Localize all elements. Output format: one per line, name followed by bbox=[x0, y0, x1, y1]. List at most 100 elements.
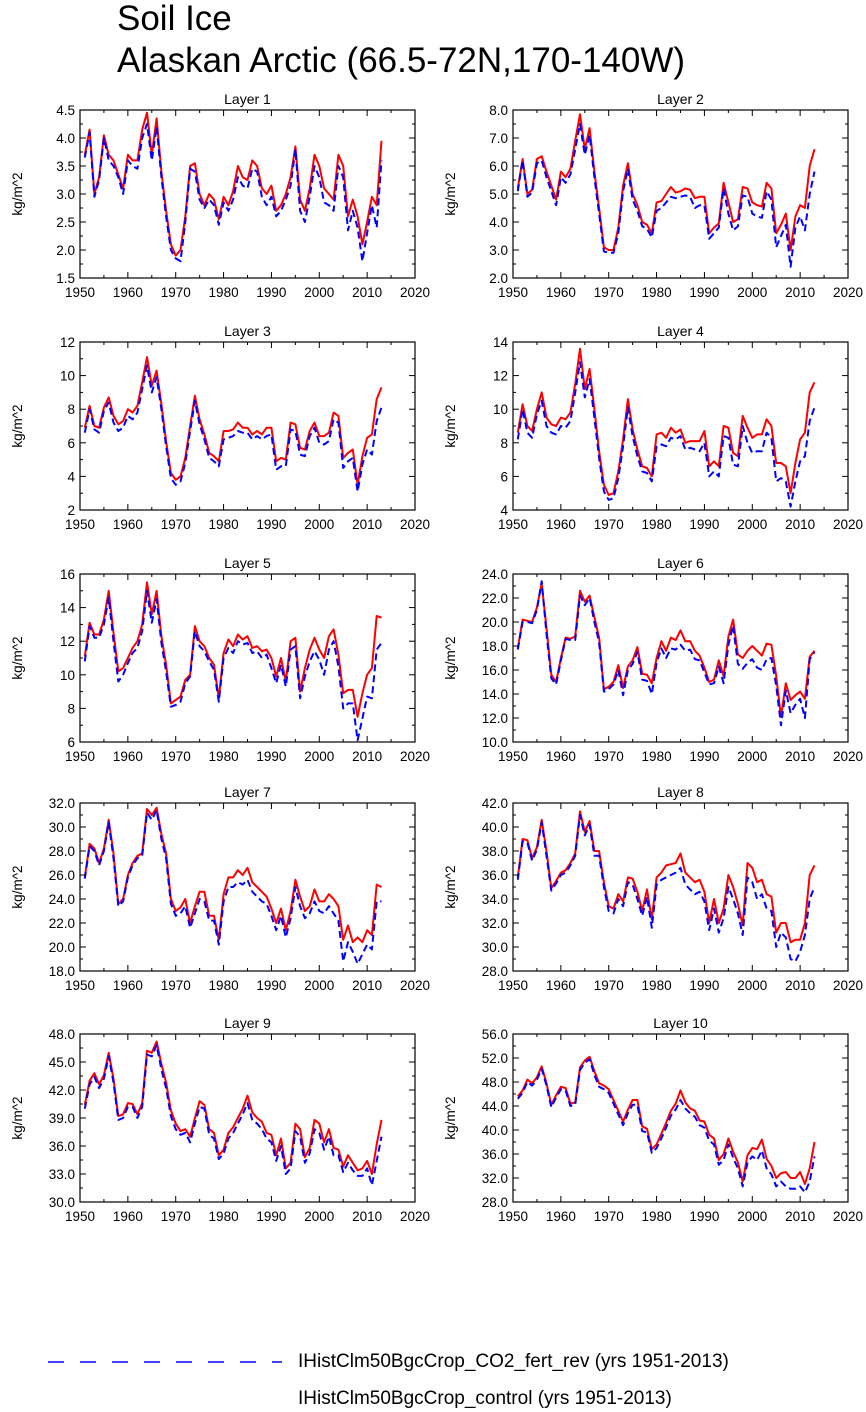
x-tick-label: 1960 bbox=[546, 749, 576, 764]
panel-layer-9: 1950 1960 1970 1980 1990 2000 2010 2020 30.0 33.0… bbox=[10, 1015, 430, 1224]
x-tick-label: 2020 bbox=[400, 749, 430, 764]
legend-label-control: IHistClm50BgcCrop_control (yrs 1951-2013… bbox=[298, 1388, 672, 1409]
y-axis-label: kg/m^2 bbox=[443, 172, 458, 215]
y-tick-label: 8 bbox=[67, 402, 75, 417]
x-tick-label: 1970 bbox=[594, 749, 624, 764]
plot-frame bbox=[512, 341, 849, 511]
panel-title: Layer 9 bbox=[224, 1015, 271, 1031]
x-tick-label: 2000 bbox=[304, 1209, 334, 1224]
x-tick-label: 2000 bbox=[304, 749, 334, 764]
series-line-fert bbox=[83, 364, 383, 493]
y-tick-label: 2.0 bbox=[56, 243, 75, 258]
x-tick-label: 2010 bbox=[352, 749, 382, 764]
y-tick-label: 4 bbox=[500, 503, 508, 518]
x-tick-label: 1960 bbox=[546, 285, 576, 300]
x-tick-label: 2020 bbox=[833, 517, 863, 532]
x-tick-label: 1960 bbox=[113, 749, 143, 764]
x-tick-label: 1980 bbox=[642, 1209, 672, 1224]
y-tick-label: 3.0 bbox=[56, 187, 75, 202]
x-tick-label: 1950 bbox=[498, 749, 528, 764]
x-tick-label: 1990 bbox=[256, 1209, 286, 1224]
y-tick-label: 6 bbox=[67, 735, 75, 750]
panel-layer-7: 1950 1960 1970 1980 1990 2000 2010 2020 18.0 20.0… bbox=[10, 784, 430, 993]
y-tick-label: 24.0 bbox=[482, 567, 508, 582]
y-tick-label: 2.0 bbox=[489, 271, 508, 286]
y-tick-label: 48.0 bbox=[49, 1027, 75, 1042]
x-tick-label: 1970 bbox=[161, 285, 191, 300]
x-tick-label: 1950 bbox=[498, 978, 528, 993]
y-tick-label: 28.0 bbox=[482, 964, 508, 979]
plot-frame bbox=[79, 1033, 416, 1203]
y-tick-label: 32.0 bbox=[49, 796, 75, 811]
y-tick-label: 2 bbox=[67, 503, 75, 518]
x-tick-label: 2010 bbox=[785, 517, 815, 532]
x-tick-label: 2000 bbox=[737, 978, 767, 993]
x-tick-label: 2000 bbox=[737, 285, 767, 300]
x-tick-label: 1950 bbox=[65, 285, 95, 300]
x-tick-label: 1990 bbox=[256, 517, 286, 532]
series-line-control bbox=[83, 806, 382, 944]
y-tick-label: 14 bbox=[60, 601, 76, 616]
y-tick-label: 4.5 bbox=[56, 103, 75, 118]
x-tick-label: 1990 bbox=[689, 978, 719, 993]
y-tick-label: 6 bbox=[67, 436, 75, 451]
x-tick-label: 1990 bbox=[689, 1209, 719, 1224]
y-tick-label: 22.0 bbox=[482, 591, 508, 606]
y-tick-label: 10.0 bbox=[482, 735, 508, 750]
y-tick-label: 28.0 bbox=[482, 1195, 508, 1210]
legend-label-fert: IHistClm50BgcCrop_CO2_fert_rev (yrs 1951… bbox=[298, 1351, 729, 1372]
x-tick-label: 1980 bbox=[642, 749, 672, 764]
y-tick-label: 34.0 bbox=[482, 892, 508, 907]
x-tick-label: 1950 bbox=[498, 285, 528, 300]
x-tick-label: 2010 bbox=[785, 1209, 815, 1224]
x-tick-label: 1980 bbox=[642, 285, 672, 300]
x-tick-label: 1960 bbox=[546, 1209, 576, 1224]
y-tick-label: 48.0 bbox=[482, 1075, 508, 1090]
x-tick-label: 1950 bbox=[65, 1209, 95, 1224]
x-tick-label: 1990 bbox=[256, 285, 286, 300]
x-tick-label: 1970 bbox=[161, 749, 191, 764]
y-tick-label: 30.0 bbox=[482, 940, 508, 955]
y-tick-label: 12 bbox=[60, 634, 75, 649]
y-tick-label: 14.0 bbox=[482, 687, 508, 702]
y-tick-label: 32.0 bbox=[482, 916, 508, 931]
y-tick-label: 4.0 bbox=[489, 215, 508, 230]
y-tick-label: 40.0 bbox=[482, 820, 508, 835]
x-tick-label: 2000 bbox=[304, 285, 334, 300]
panel-layer-2: 1950 1960 1970 1980 1990 2000 2010 2020 2.0 3.0 4.… bbox=[443, 91, 863, 300]
y-tick-label: 36.0 bbox=[482, 868, 508, 883]
x-tick-label: 1960 bbox=[546, 978, 576, 993]
panel-layer-5: 1950 1960 1970 1980 1990 2000 2010 2020 6 8 10 12 14… bbox=[10, 555, 430, 764]
y-tick-label: 44.0 bbox=[482, 1099, 508, 1114]
y-tick-label: 45.0 bbox=[49, 1055, 75, 1070]
y-axis-label: kg/m^2 bbox=[443, 865, 458, 908]
x-tick-label: 1990 bbox=[689, 517, 719, 532]
x-tick-label: 1950 bbox=[65, 517, 95, 532]
x-tick-label: 1970 bbox=[161, 978, 191, 993]
x-tick-label: 1970 bbox=[594, 285, 624, 300]
plot-frame bbox=[512, 1033, 849, 1203]
x-tick-label: 2020 bbox=[400, 285, 430, 300]
y-tick-label: 16 bbox=[60, 567, 75, 582]
series-line-fert bbox=[516, 814, 816, 963]
figure-subtitle: Alaskan Arctic (66.5-72N,170-140W) bbox=[117, 41, 686, 80]
series-line-fert bbox=[83, 809, 382, 965]
panel-title: Layer 5 bbox=[224, 555, 271, 571]
y-tick-label: 30.0 bbox=[49, 820, 75, 835]
x-tick-label: 2000 bbox=[304, 517, 334, 532]
x-tick-label: 1990 bbox=[689, 749, 719, 764]
plot-frame bbox=[512, 109, 849, 279]
x-tick-label: 2020 bbox=[400, 517, 430, 532]
x-tick-label: 1970 bbox=[161, 1209, 191, 1224]
y-axis-label: kg/m^2 bbox=[443, 404, 458, 447]
panel-title: Layer 3 bbox=[224, 323, 271, 339]
x-tick-label: 1960 bbox=[113, 978, 143, 993]
x-tick-label: 1970 bbox=[161, 517, 191, 532]
panel-title: Layer 8 bbox=[657, 784, 704, 800]
plot-frame bbox=[79, 802, 416, 972]
x-tick-label: 1960 bbox=[546, 517, 576, 532]
x-tick-label: 1970 bbox=[594, 978, 624, 993]
plot-frame bbox=[512, 802, 849, 972]
y-tick-label: 24.0 bbox=[49, 892, 75, 907]
series-line-fert bbox=[516, 361, 816, 508]
